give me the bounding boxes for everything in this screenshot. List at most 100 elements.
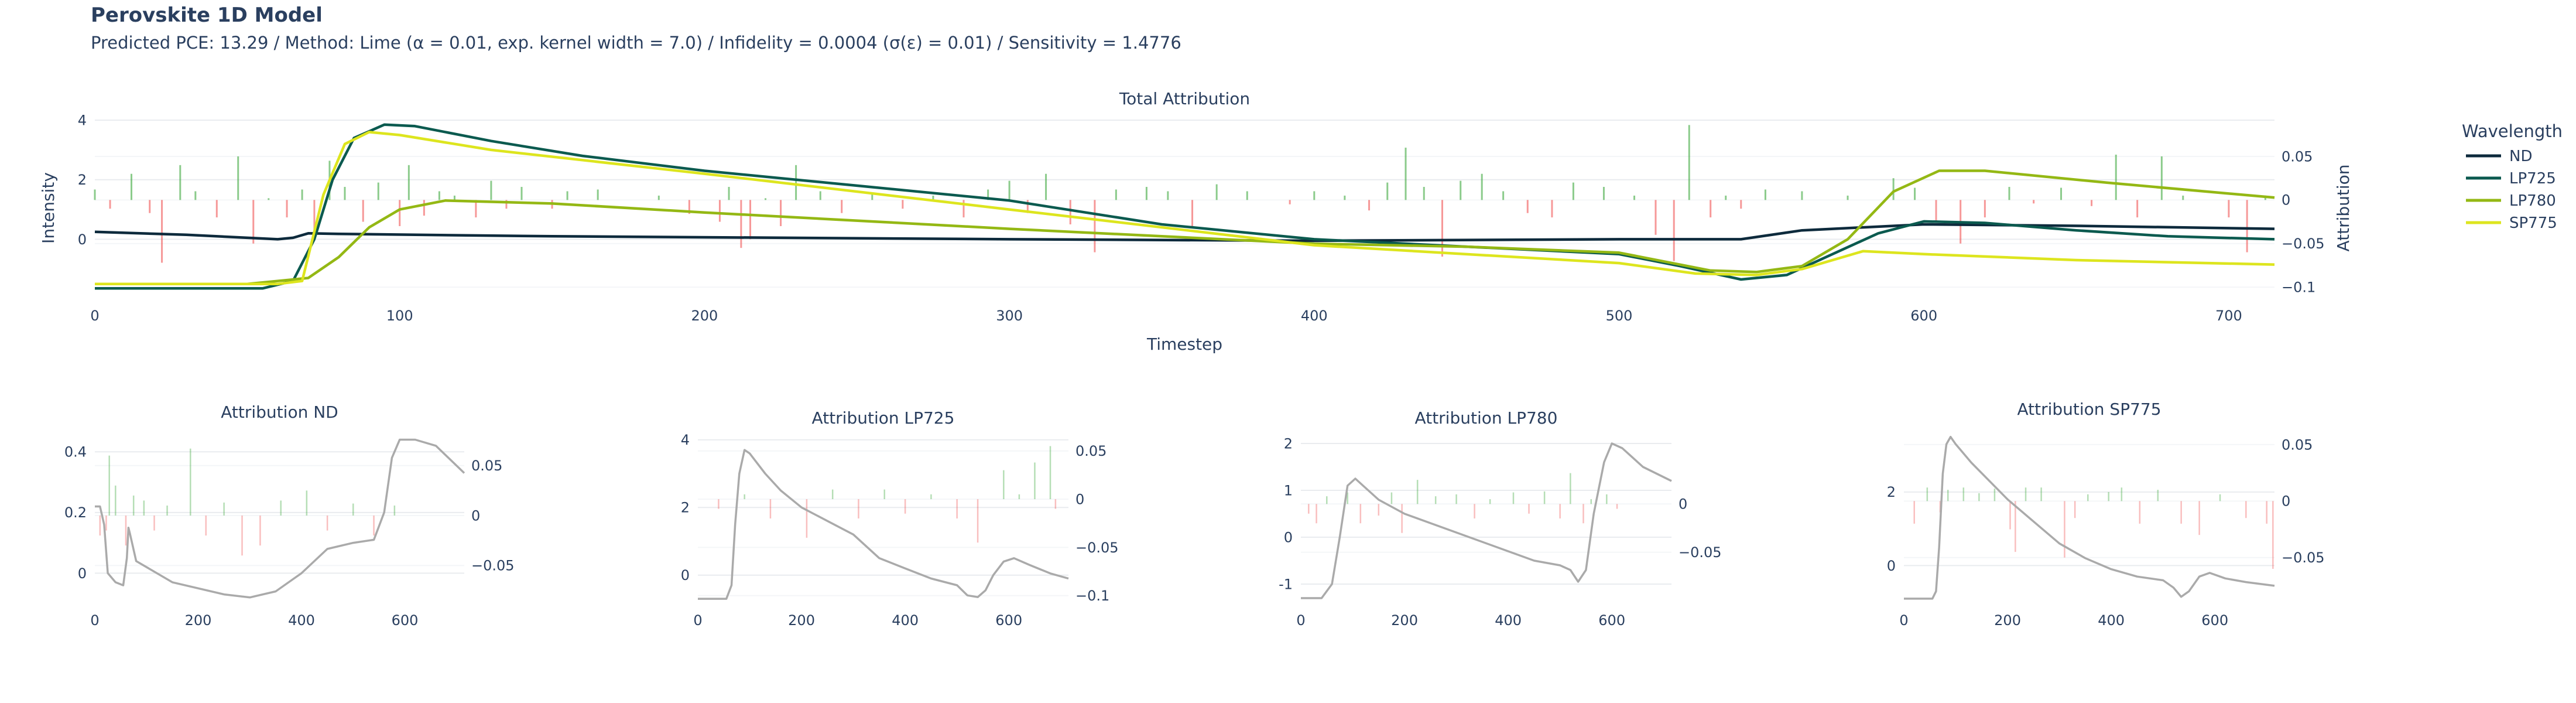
positive-attribution-bar (1049, 446, 1051, 500)
y2-tick-label: 0 (471, 507, 480, 524)
positive-attribution-bar (1801, 191, 1803, 200)
negative-attribution-bar (2266, 501, 2267, 524)
negative-attribution-bar (161, 200, 163, 263)
positive-attribution-bar (223, 502, 225, 516)
positive-attribution-bar (2025, 487, 2027, 501)
positive-attribution-bar (1606, 494, 1608, 504)
negative-attribution-bar (2272, 501, 2274, 569)
chart-title: Attribution LP725 (812, 408, 955, 428)
figure-subtitle: Predicted PCE: 13.29 / Method: Lime (α =… (91, 33, 1181, 53)
negative-attribution-bar (1559, 504, 1561, 518)
y2-tick-label: 0 (2282, 493, 2290, 510)
negative-attribution-bar (740, 200, 742, 248)
positive-attribution-bar (1570, 473, 1571, 504)
negative-attribution-bar (2074, 501, 2076, 518)
negative-attribution-bar (313, 200, 316, 235)
y-tick-label: 2 (1284, 435, 1293, 452)
negative-attribution-bar (215, 200, 218, 218)
positive-attribution-bar (1034, 462, 1036, 500)
legend-label-nd: ND (2509, 148, 2532, 165)
positive-attribution-bar (1003, 470, 1005, 500)
negative-attribution-bar (326, 516, 328, 531)
x-tick-label: 200 (1994, 612, 2021, 629)
negative-attribution-bar (841, 200, 843, 213)
y2-tick-label: −0.1 (2282, 279, 2315, 296)
y-tick-label: -1 (1279, 576, 1293, 592)
negative-attribution-bar (904, 499, 906, 514)
negative-attribution-bar (858, 499, 859, 518)
negative-attribution-bar (362, 200, 364, 222)
y-tick-label: 0 (78, 231, 87, 248)
positive-attribution-bar (1892, 178, 1895, 200)
legend-label-lp725: LP725 (2509, 170, 2556, 187)
negative-attribution-bar (2009, 501, 2011, 530)
figure-title: Perovskite 1D Model (91, 4, 323, 27)
negative-attribution-bar (1368, 200, 1371, 211)
positive-attribution-bar (1390, 492, 1393, 504)
chart-title: Attribution ND (221, 402, 338, 422)
negative-attribution-bar (241, 516, 243, 556)
negative-attribution-bar (977, 499, 979, 543)
x-tick-label: 700 (2215, 308, 2242, 324)
y2-tick-label: −0.1 (1075, 588, 1109, 604)
negative-attribution-bar (749, 200, 752, 240)
y2-tick-label: −0.05 (1075, 540, 1119, 556)
x-tick-label: 0 (1296, 612, 1305, 629)
negative-attribution-bar (1069, 200, 1071, 224)
legend-label-lp780: LP780 (2509, 192, 2556, 210)
positive-attribution-bar (987, 189, 989, 200)
y-tick-label: 0 (78, 565, 87, 582)
y2-tick-label: 0.05 (1075, 443, 1107, 459)
attribution-intensity-line (698, 449, 1069, 600)
positive-attribution-bar (1543, 491, 1546, 504)
positive-attribution-bar (1045, 173, 1047, 200)
x-axis-title: Timestep (1146, 335, 1222, 354)
negative-attribution-bar (505, 200, 508, 209)
negative-attribution-bar (1316, 504, 1317, 524)
positive-attribution-bar (115, 485, 117, 516)
positive-attribution-bar (1434, 496, 1437, 504)
series-line-lp725 (95, 123, 2275, 290)
positive-attribution-bar (1590, 499, 1592, 504)
negative-attribution-bar (2064, 501, 2065, 558)
y2-tick-label: −0.05 (471, 558, 515, 574)
positive-attribution-bar (1572, 182, 1574, 200)
positive-attribution-bar (2087, 494, 2089, 501)
negative-attribution-bar (1359, 504, 1362, 524)
x-tick-label: 0 (1899, 612, 1908, 629)
positive-attribution-bar (301, 189, 303, 200)
positive-attribution-bar (1914, 187, 1916, 200)
negative-attribution-bar (2228, 200, 2230, 218)
positive-attribution-bar (1633, 195, 1636, 200)
positive-attribution-bar (597, 189, 599, 200)
x-tick-label: 400 (288, 612, 315, 629)
positive-attribution-bar (1167, 191, 1169, 200)
negative-attribution-bar (1026, 200, 1029, 213)
positive-attribution-bar (1926, 487, 1928, 501)
x-tick-label: 300 (996, 308, 1023, 324)
positive-attribution-bar (1602, 187, 1605, 200)
negative-attribution-bar (2139, 501, 2141, 524)
y-tick-label: 1 (1284, 482, 1293, 499)
x-tick-label: 500 (1606, 308, 1633, 324)
negative-attribution-bar (2198, 501, 2200, 535)
subplot-attribution-sp775: 0 2 −0.05 0 0.05 0 200 400 600 Attribution SP775 (1887, 400, 2325, 629)
main-chart: 0 2 4 −0.1 −0.05 0 0.05 0 100 200 300 400 500 600 700 T… (39, 89, 2353, 354)
positive-attribution-bar (1481, 173, 1483, 200)
positive-attribution-bar (883, 489, 885, 500)
positive-attribution-bar (2157, 490, 2159, 501)
negative-attribution-bar (399, 200, 401, 226)
negative-attribution-bar (2091, 200, 2093, 206)
y-tick-label: 0.2 (64, 504, 87, 521)
positive-attribution-bar (1993, 489, 1996, 501)
y-tick-label: 2 (681, 500, 690, 516)
negative-attribution-bar (1740, 200, 1742, 209)
negative-attribution-bar (1308, 504, 1310, 514)
negative-attribution-bar (962, 200, 965, 218)
y-tick-label: 2 (1887, 484, 1896, 500)
negative-attribution-bar (109, 200, 111, 209)
y-tick-label: 4 (78, 112, 87, 128)
x-tick-label: 200 (185, 612, 212, 629)
positive-attribution-bar (1246, 191, 1248, 200)
subplot-attribution-nd: 0 0.2 0.4 −0.05 0 0.05 0 200 400 600 Attribution N… (64, 402, 515, 629)
